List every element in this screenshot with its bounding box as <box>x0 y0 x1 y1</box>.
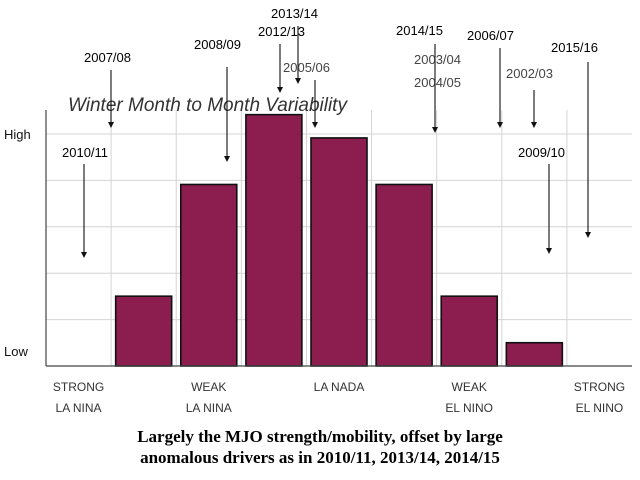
bar <box>440 295 499 367</box>
x-label-line2: EL NINO <box>576 401 624 415</box>
bar <box>310 137 368 367</box>
annotation-arrow-head <box>312 122 318 128</box>
annotation-label: 2008/09 <box>194 37 241 52</box>
y-tick-high: High <box>4 127 31 142</box>
bar <box>245 113 303 367</box>
annotation-label: 2013/14 <box>271 6 318 21</box>
bar <box>179 183 238 367</box>
annotation-label: 2015/16 <box>551 40 598 55</box>
annotation-arrow-head <box>585 232 591 238</box>
caption-line-1: Largely the MJO strength/mobility, offse… <box>137 427 503 446</box>
annotation-arrow-head <box>497 122 503 128</box>
x-label-line2: LA NADA <box>314 380 365 394</box>
annotation-arrow-head <box>432 127 438 133</box>
annotation-label: 2014/15 <box>396 23 443 38</box>
annotation-arrow-head <box>81 252 87 258</box>
annotation-label: 2003/04 <box>414 52 461 67</box>
x-label-line1: STRONG <box>574 380 625 394</box>
annotation-arrow-head <box>295 78 301 84</box>
x-label-line2: LA NINA <box>186 401 232 415</box>
x-category-labels: STRONG LA NINA WEAK LA NINA LA NADA WEAK EL NI… <box>53 380 625 415</box>
caption: Largely the MJO strength/mobility, offse… <box>0 426 640 468</box>
bar <box>375 183 433 367</box>
annotation-arrow-head <box>531 122 537 128</box>
season-annotations: 2010/11 2007/08 2008/09 2013/14 2012/13 2005/… <box>62 6 598 258</box>
annotation-label: 2010/11 <box>62 145 108 160</box>
annotation-arrow-head <box>277 87 283 93</box>
x-label-line1: STRONG <box>53 380 104 394</box>
bars <box>114 113 564 367</box>
x-label-line2: EL NINO <box>445 401 493 415</box>
bar <box>114 295 173 367</box>
annotation-label: 2002/03 <box>506 66 553 81</box>
annotation-arrow-head <box>224 156 230 162</box>
annotation-label: 2004/05 <box>414 75 461 90</box>
x-label-line1: WEAK <box>452 380 487 394</box>
y-tick-low: Low <box>4 344 28 359</box>
annotation-label: 2012/13 <box>258 24 305 39</box>
annotation-label: 2005/06 <box>283 60 330 75</box>
bar <box>505 341 564 367</box>
x-label-line2: LA NINA <box>56 401 102 415</box>
x-label-line1: WEAK <box>191 380 226 394</box>
annotation-label: 2009/10 <box>518 145 565 160</box>
chart-title: Winter Month to Month Variability <box>68 95 348 116</box>
annotation-arrow-head <box>108 122 114 128</box>
caption-line-2: anomalous drivers as in 2010/11, 2013/14… <box>140 448 500 467</box>
annotation-label: 2007/08 <box>84 50 131 65</box>
axes <box>45 110 632 367</box>
annotation-label: 2006/07 <box>467 28 514 43</box>
annotation-arrow-head <box>546 248 552 254</box>
